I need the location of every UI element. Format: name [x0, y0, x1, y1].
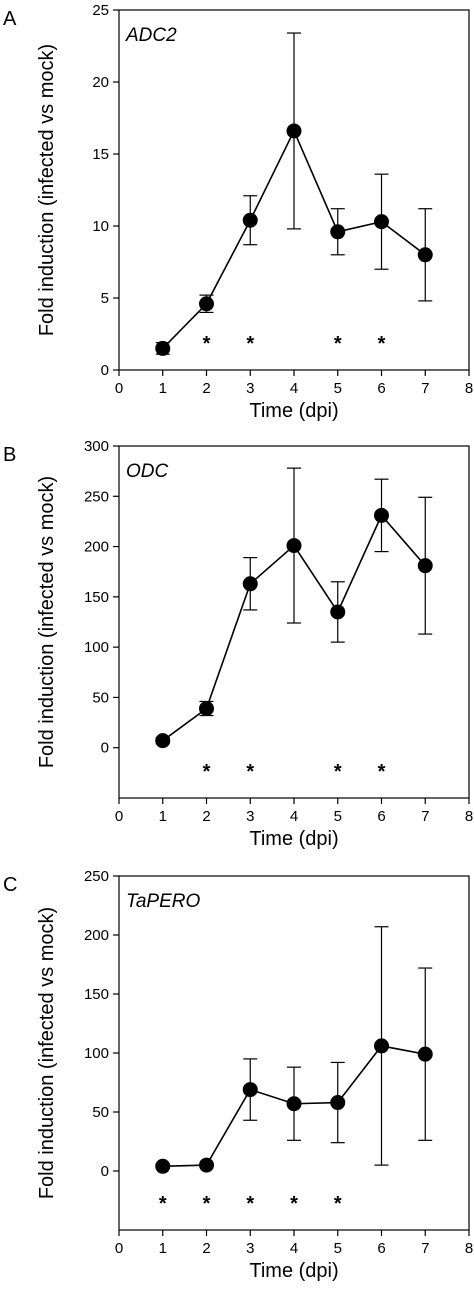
y-tick-label: 100	[84, 639, 109, 656]
x-tick-label: 6	[377, 808, 385, 825]
data-point	[155, 1158, 171, 1174]
series	[155, 926, 433, 1174]
significance-marker: *	[246, 333, 254, 355]
data-point	[199, 700, 214, 716]
chart-panel-c: 0 50 100 150 200 250 0 1 2 3 4 5 6 7 8 Time (dpi) Fold i…	[3, 868, 473, 1282]
significance-marker: *	[159, 1193, 167, 1215]
data-point	[330, 604, 346, 620]
y-tick-label: 150	[84, 589, 109, 606]
significance-marker: *	[246, 761, 254, 783]
x-tick-label: 8	[465, 380, 473, 397]
y-tick-label: 50	[92, 1104, 109, 1121]
y-axis-title: Fold induction (infected vs mock)	[36, 907, 58, 1199]
x-tick-label: 5	[334, 380, 342, 397]
y-tick-label: 0	[101, 362, 109, 379]
y-tick-label: 200	[84, 539, 109, 556]
significance-marker: *	[334, 1193, 342, 1215]
y-tick-label: 5	[101, 290, 109, 307]
x-tick-label: 1	[159, 380, 167, 397]
significance-marker: *	[203, 761, 211, 783]
significance-marker: *	[378, 333, 386, 355]
x-tick-label: 1	[159, 808, 167, 825]
gene-title: ADC2	[125, 25, 177, 46]
data-point	[417, 1046, 433, 1062]
gene-title: TaPERO	[126, 891, 200, 912]
data-point	[374, 1038, 389, 1054]
panel-letter: C	[3, 874, 17, 896]
y-tick-label: 250	[84, 868, 109, 885]
data-point	[330, 1095, 346, 1111]
y-tick-label: 150	[84, 986, 109, 1003]
x-tick-label: 0	[115, 380, 123, 397]
y-axis-title: Fold induction (infected vs mock)	[36, 476, 58, 768]
significance-marker: *	[378, 761, 386, 783]
x-tick-label: 0	[115, 1240, 123, 1257]
y-tick-label: 0	[101, 1163, 109, 1180]
data-point	[374, 214, 389, 230]
y-tick-label: 100	[84, 1045, 109, 1062]
data-point	[286, 123, 302, 139]
data-point	[286, 538, 302, 554]
series	[155, 467, 433, 749]
data-point	[199, 1157, 214, 1173]
x-tick-label: 6	[377, 1240, 385, 1257]
x-tick-label: 3	[246, 380, 254, 397]
x-tick-label: 7	[421, 380, 429, 397]
x-tick-label: 7	[421, 808, 429, 825]
panel-letter: A	[3, 8, 17, 30]
y-tick-label: 300	[84, 438, 109, 455]
y-tick-label: 0	[101, 740, 109, 757]
data-point	[417, 247, 433, 263]
x-tick-label: 6	[377, 380, 385, 397]
x-tick-label: 1	[159, 1240, 167, 1257]
x-tick-label: 2	[202, 1240, 210, 1257]
x-tick-label: 4	[290, 380, 298, 397]
data-point	[242, 576, 258, 592]
x-axis-title: Time (dpi)	[249, 828, 338, 850]
data-point	[242, 1082, 258, 1098]
x-tick-label: 5	[334, 1240, 342, 1257]
gene-title: ODC	[126, 461, 169, 482]
y-tick-label: 50	[92, 689, 109, 706]
y-tick-label: 10	[92, 218, 109, 235]
chart-panel-b: 0 50 100 150 200 250 300 0 1 2 3 4 5 6 7 8 Time (dpi) Fol…	[3, 438, 473, 850]
y-tick-label: 20	[92, 74, 109, 91]
significance-marker: *	[290, 1193, 298, 1215]
y-tick-label: 25	[92, 2, 109, 19]
data-point	[374, 507, 389, 523]
x-tick-label: 3	[246, 1240, 254, 1257]
x-axis-title: Time (dpi)	[249, 1260, 338, 1282]
x-tick-label: 7	[421, 1240, 429, 1257]
data-point	[155, 733, 171, 749]
x-tick-label: 2	[202, 380, 210, 397]
y-tick-label: 200	[84, 927, 109, 944]
significance-marker: *	[334, 333, 342, 355]
x-tick-label: 5	[334, 808, 342, 825]
x-tick-label: 4	[290, 1240, 298, 1257]
x-tick-label: 4	[290, 808, 298, 825]
panel-letter: B	[3, 444, 16, 466]
chart-panel-a: 0 5 10 15 20 25 0 1 2 3 4 5 6 7 8 Time (dpi) Fold induct…	[3, 2, 473, 422]
significance-marker: *	[334, 761, 342, 783]
significance-marker: *	[203, 1193, 211, 1215]
y-tick-label: 15	[92, 146, 109, 163]
y-tick-label: 250	[84, 488, 109, 505]
x-tick-label: 8	[465, 808, 473, 825]
data-point	[199, 296, 214, 312]
data-point	[286, 1096, 302, 1112]
x-tick-label: 0	[115, 808, 123, 825]
significance-marker: *	[246, 1193, 254, 1215]
data-point	[417, 558, 433, 574]
data-point	[330, 224, 346, 240]
series	[155, 32, 433, 356]
x-axis-title: Time (dpi)	[249, 400, 338, 422]
significance-marker: *	[203, 333, 211, 355]
data-point	[155, 340, 171, 356]
x-tick-label: 8	[465, 1240, 473, 1257]
data-point	[242, 212, 258, 228]
x-tick-label: 3	[246, 808, 254, 825]
y-axis-title: Fold induction (infected vs mock)	[36, 44, 58, 336]
x-tick-label: 2	[202, 808, 210, 825]
